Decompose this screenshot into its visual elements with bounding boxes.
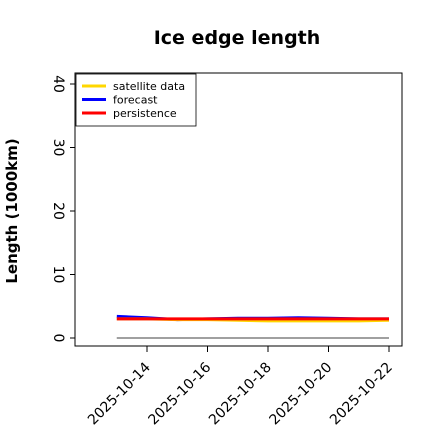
legend-label-persistence: persistence [113, 107, 177, 120]
x-tick-label: 2025-10-20 [266, 360, 335, 429]
x-tick-label: 2025-10-14 [85, 359, 154, 428]
legend-label-forecast: forecast [113, 94, 158, 107]
chart-marks: 0102030402025-10-142025-10-162025-10-182… [50, 75, 396, 428]
x-tick-label: 2025-10-18 [206, 360, 275, 429]
y-axis-label: Length (1000km) [3, 138, 21, 283]
y-tick-label: 40 [50, 75, 66, 93]
y-tick-label: 10 [50, 266, 66, 284]
plot-area [74, 72, 403, 347]
x-tick-label: 2025-10-22 [327, 360, 396, 429]
legend-label-satellite-data: satellite data [113, 80, 185, 93]
y-tick-label: 20 [50, 202, 66, 220]
y-tick-label: 0 [50, 334, 66, 343]
chart-title: Ice edge length [154, 27, 321, 49]
x-tick-label: 2025-10-16 [145, 359, 214, 428]
y-tick-label: 30 [50, 139, 66, 157]
